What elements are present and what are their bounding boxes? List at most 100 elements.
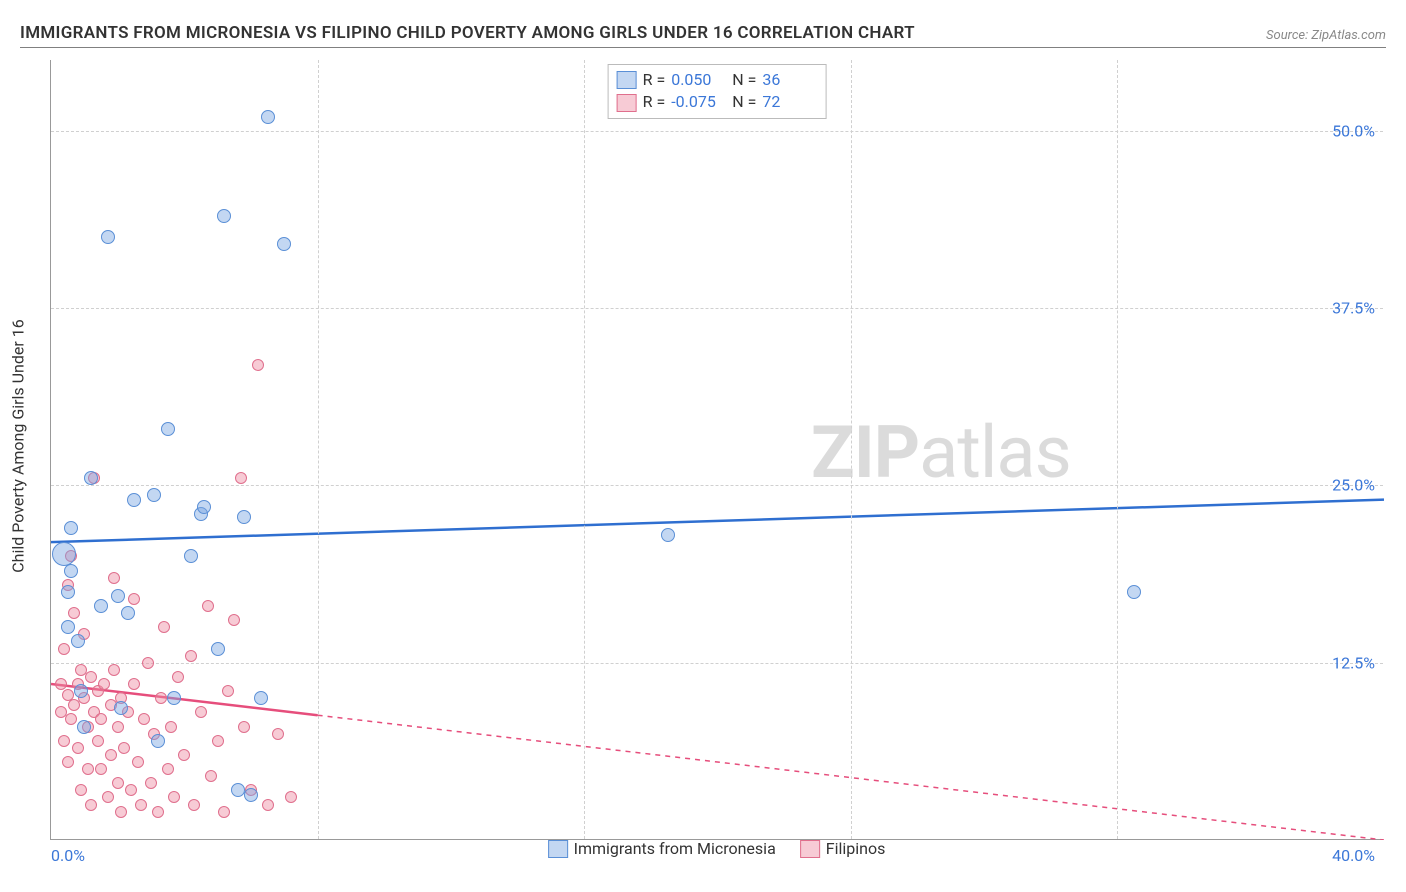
data-point-pink	[115, 806, 127, 818]
data-point-pink	[145, 777, 157, 789]
gridline-h	[51, 308, 1383, 309]
data-point-blue	[84, 471, 98, 485]
data-point-blue	[127, 493, 141, 507]
data-point-pink	[212, 735, 224, 747]
swatch-blue	[548, 840, 568, 858]
legend-item-pink: Filipinos	[800, 839, 886, 858]
y-axis-label: Child Poverty Among Girls Under 16	[9, 319, 28, 573]
data-point-pink	[142, 657, 154, 669]
data-point-pink	[235, 472, 247, 484]
data-point-blue	[114, 701, 128, 715]
data-point-pink	[135, 799, 147, 811]
n-label: N =	[732, 91, 756, 113]
r-label: R =	[643, 69, 666, 91]
n-value-blue: 36	[762, 69, 817, 91]
legend-label-blue: Immigrants from Micronesia	[574, 839, 776, 858]
watermark-zip: ZIP	[811, 410, 919, 495]
gridline-v	[318, 60, 319, 839]
gridline-h	[51, 663, 1383, 664]
data-point-blue	[167, 691, 181, 705]
data-point-blue	[231, 783, 245, 797]
legend-row-blue: R = 0.050 N = 36	[617, 69, 818, 91]
data-point-pink	[128, 593, 140, 605]
swatch-pink	[617, 94, 637, 112]
gridline-v	[1117, 60, 1118, 839]
y-tick-label: 37.5%	[1332, 299, 1375, 318]
data-point-pink	[85, 799, 97, 811]
watermark-atlas: atlas	[919, 410, 1071, 495]
data-point-pink	[112, 777, 124, 789]
n-label: N =	[732, 69, 756, 91]
r-label: R =	[643, 91, 666, 113]
chart-area: ZIPatlas R = 0.050 N = 36 R = -0.075 N =…	[50, 60, 1383, 860]
data-point-pink	[105, 749, 117, 761]
data-point-blue	[244, 788, 258, 802]
swatch-blue	[617, 71, 637, 89]
data-point-pink	[72, 742, 84, 754]
gridline-v	[851, 60, 852, 839]
data-point-blue	[101, 230, 115, 244]
y-tick-label: 12.5%	[1332, 653, 1375, 672]
r-value-pink: -0.075	[671, 91, 726, 113]
data-point-pink	[95, 763, 107, 775]
data-point-pink	[108, 664, 120, 676]
data-point-blue	[161, 422, 175, 436]
source-label: Source: ZipAtlas.com	[1266, 28, 1386, 43]
data-point-pink	[188, 799, 200, 811]
data-point-blue	[61, 585, 75, 599]
data-point-blue	[254, 691, 268, 705]
data-point-pink	[222, 685, 234, 697]
data-point-blue	[237, 510, 251, 524]
data-point-pink	[68, 607, 80, 619]
data-point-blue	[277, 237, 291, 251]
data-point-pink	[98, 678, 110, 690]
data-point-blue	[52, 542, 76, 566]
data-point-pink	[272, 728, 284, 740]
data-point-pink	[238, 721, 250, 733]
data-point-blue	[197, 500, 211, 514]
data-point-pink	[95, 713, 107, 725]
data-point-pink	[285, 791, 297, 803]
trend-lines	[51, 60, 1384, 840]
data-point-pink	[65, 713, 77, 725]
data-point-pink	[62, 756, 74, 768]
data-point-pink	[102, 791, 114, 803]
n-value-pink: 72	[762, 91, 817, 113]
data-point-blue	[61, 620, 75, 634]
data-point-pink	[202, 600, 214, 612]
data-point-pink	[155, 692, 167, 704]
data-point-blue	[261, 110, 275, 124]
data-point-blue	[184, 549, 198, 563]
data-point-pink	[178, 749, 190, 761]
data-point-pink	[228, 614, 240, 626]
data-point-blue	[64, 564, 78, 578]
series-legend: Immigrants from Micronesia Filipinos	[548, 839, 886, 858]
data-point-pink	[162, 763, 174, 775]
data-point-pink	[85, 671, 97, 683]
data-point-blue	[211, 642, 225, 656]
gridline-v	[584, 60, 585, 839]
data-point-pink	[108, 572, 120, 584]
data-point-blue	[147, 488, 161, 502]
y-tick-label: 25.0%	[1332, 476, 1375, 495]
data-point-pink	[58, 643, 70, 655]
data-point-blue	[74, 684, 88, 698]
data-point-pink	[125, 784, 137, 796]
data-point-pink	[172, 671, 184, 683]
data-point-pink	[185, 650, 197, 662]
legend-item-blue: Immigrants from Micronesia	[548, 839, 776, 858]
data-point-blue	[1127, 585, 1141, 599]
data-point-pink	[152, 806, 164, 818]
y-tick-label: 50.0%	[1332, 121, 1375, 140]
data-point-blue	[121, 606, 135, 620]
data-point-pink	[112, 721, 124, 733]
data-point-pink	[118, 742, 130, 754]
data-point-pink	[55, 678, 67, 690]
data-point-pink	[252, 359, 264, 371]
data-point-pink	[92, 735, 104, 747]
plot: ZIPatlas R = 0.050 N = 36 R = -0.075 N =…	[50, 60, 1383, 840]
r-value-blue: 0.050	[671, 69, 726, 91]
data-point-blue	[111, 589, 125, 603]
data-point-blue	[217, 209, 231, 223]
swatch-pink	[800, 840, 820, 858]
